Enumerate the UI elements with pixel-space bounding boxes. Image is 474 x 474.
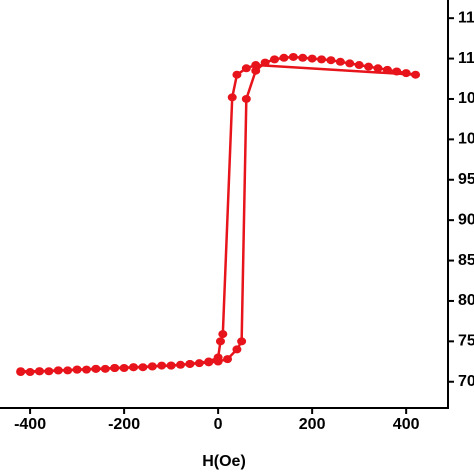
data-point xyxy=(237,337,247,346)
data-point xyxy=(270,55,280,64)
x-tick-label: 200 xyxy=(299,416,326,433)
data-point xyxy=(16,367,26,376)
data-point xyxy=(91,364,101,373)
data-point xyxy=(72,365,82,374)
y-tick-label: 105 xyxy=(458,90,474,107)
y-tick-label: 85 xyxy=(458,252,474,269)
data-point xyxy=(373,64,383,73)
data-point xyxy=(100,364,110,373)
data-point xyxy=(251,66,261,75)
data-point xyxy=(232,345,242,354)
data-point xyxy=(194,359,204,368)
data-point xyxy=(251,61,261,70)
data-point xyxy=(354,61,364,70)
data-point xyxy=(326,56,336,65)
y-tick-label: 75 xyxy=(458,333,474,350)
data-point xyxy=(345,59,355,68)
data-point xyxy=(25,368,35,377)
data-point xyxy=(335,57,345,66)
y-tick-label: 110 xyxy=(458,50,474,67)
data-point xyxy=(213,353,223,362)
data-point xyxy=(411,70,421,79)
data-point xyxy=(392,67,402,76)
data-point xyxy=(307,54,317,63)
data-point xyxy=(260,58,270,67)
data-point xyxy=(204,357,214,366)
data-point xyxy=(138,363,148,372)
data-point xyxy=(241,94,251,103)
data-point xyxy=(227,93,237,102)
data-point xyxy=(44,367,54,376)
y-tick-label: 80 xyxy=(458,292,474,309)
x-axis-label: H(Oe) xyxy=(202,453,246,470)
data-point xyxy=(241,64,251,73)
data-point xyxy=(176,360,186,369)
x-tick-label: -200 xyxy=(108,416,140,433)
data-point xyxy=(63,366,73,375)
data-point xyxy=(185,359,195,368)
data-point xyxy=(157,361,167,370)
data-point xyxy=(223,355,233,364)
series-line xyxy=(20,55,416,374)
data-point xyxy=(279,53,289,62)
data-point xyxy=(110,364,120,373)
data-point xyxy=(364,62,374,71)
data-point xyxy=(53,366,63,375)
x-tick-label: 0 xyxy=(214,416,223,433)
x-tick-label: 400 xyxy=(393,416,420,433)
data-point xyxy=(298,53,308,62)
y-tick-label: 100 xyxy=(458,131,474,148)
data-point xyxy=(147,362,157,371)
data-point xyxy=(218,330,228,339)
y-tick-label: 115 xyxy=(458,9,474,26)
data-point xyxy=(401,69,411,78)
x-tick-label: -400 xyxy=(14,416,46,433)
data-point xyxy=(129,363,139,372)
data-point xyxy=(166,361,176,370)
data-point xyxy=(382,65,392,74)
data-point xyxy=(34,367,44,376)
y-tick-label: 90 xyxy=(458,211,474,228)
data-point xyxy=(232,70,242,79)
data-point xyxy=(119,364,129,373)
data-point xyxy=(288,52,298,61)
data-point xyxy=(215,337,225,346)
y-tick-label: 70 xyxy=(458,373,474,390)
data-point xyxy=(317,55,327,64)
data-point xyxy=(81,365,91,374)
y-tick-label: 95 xyxy=(458,171,474,188)
